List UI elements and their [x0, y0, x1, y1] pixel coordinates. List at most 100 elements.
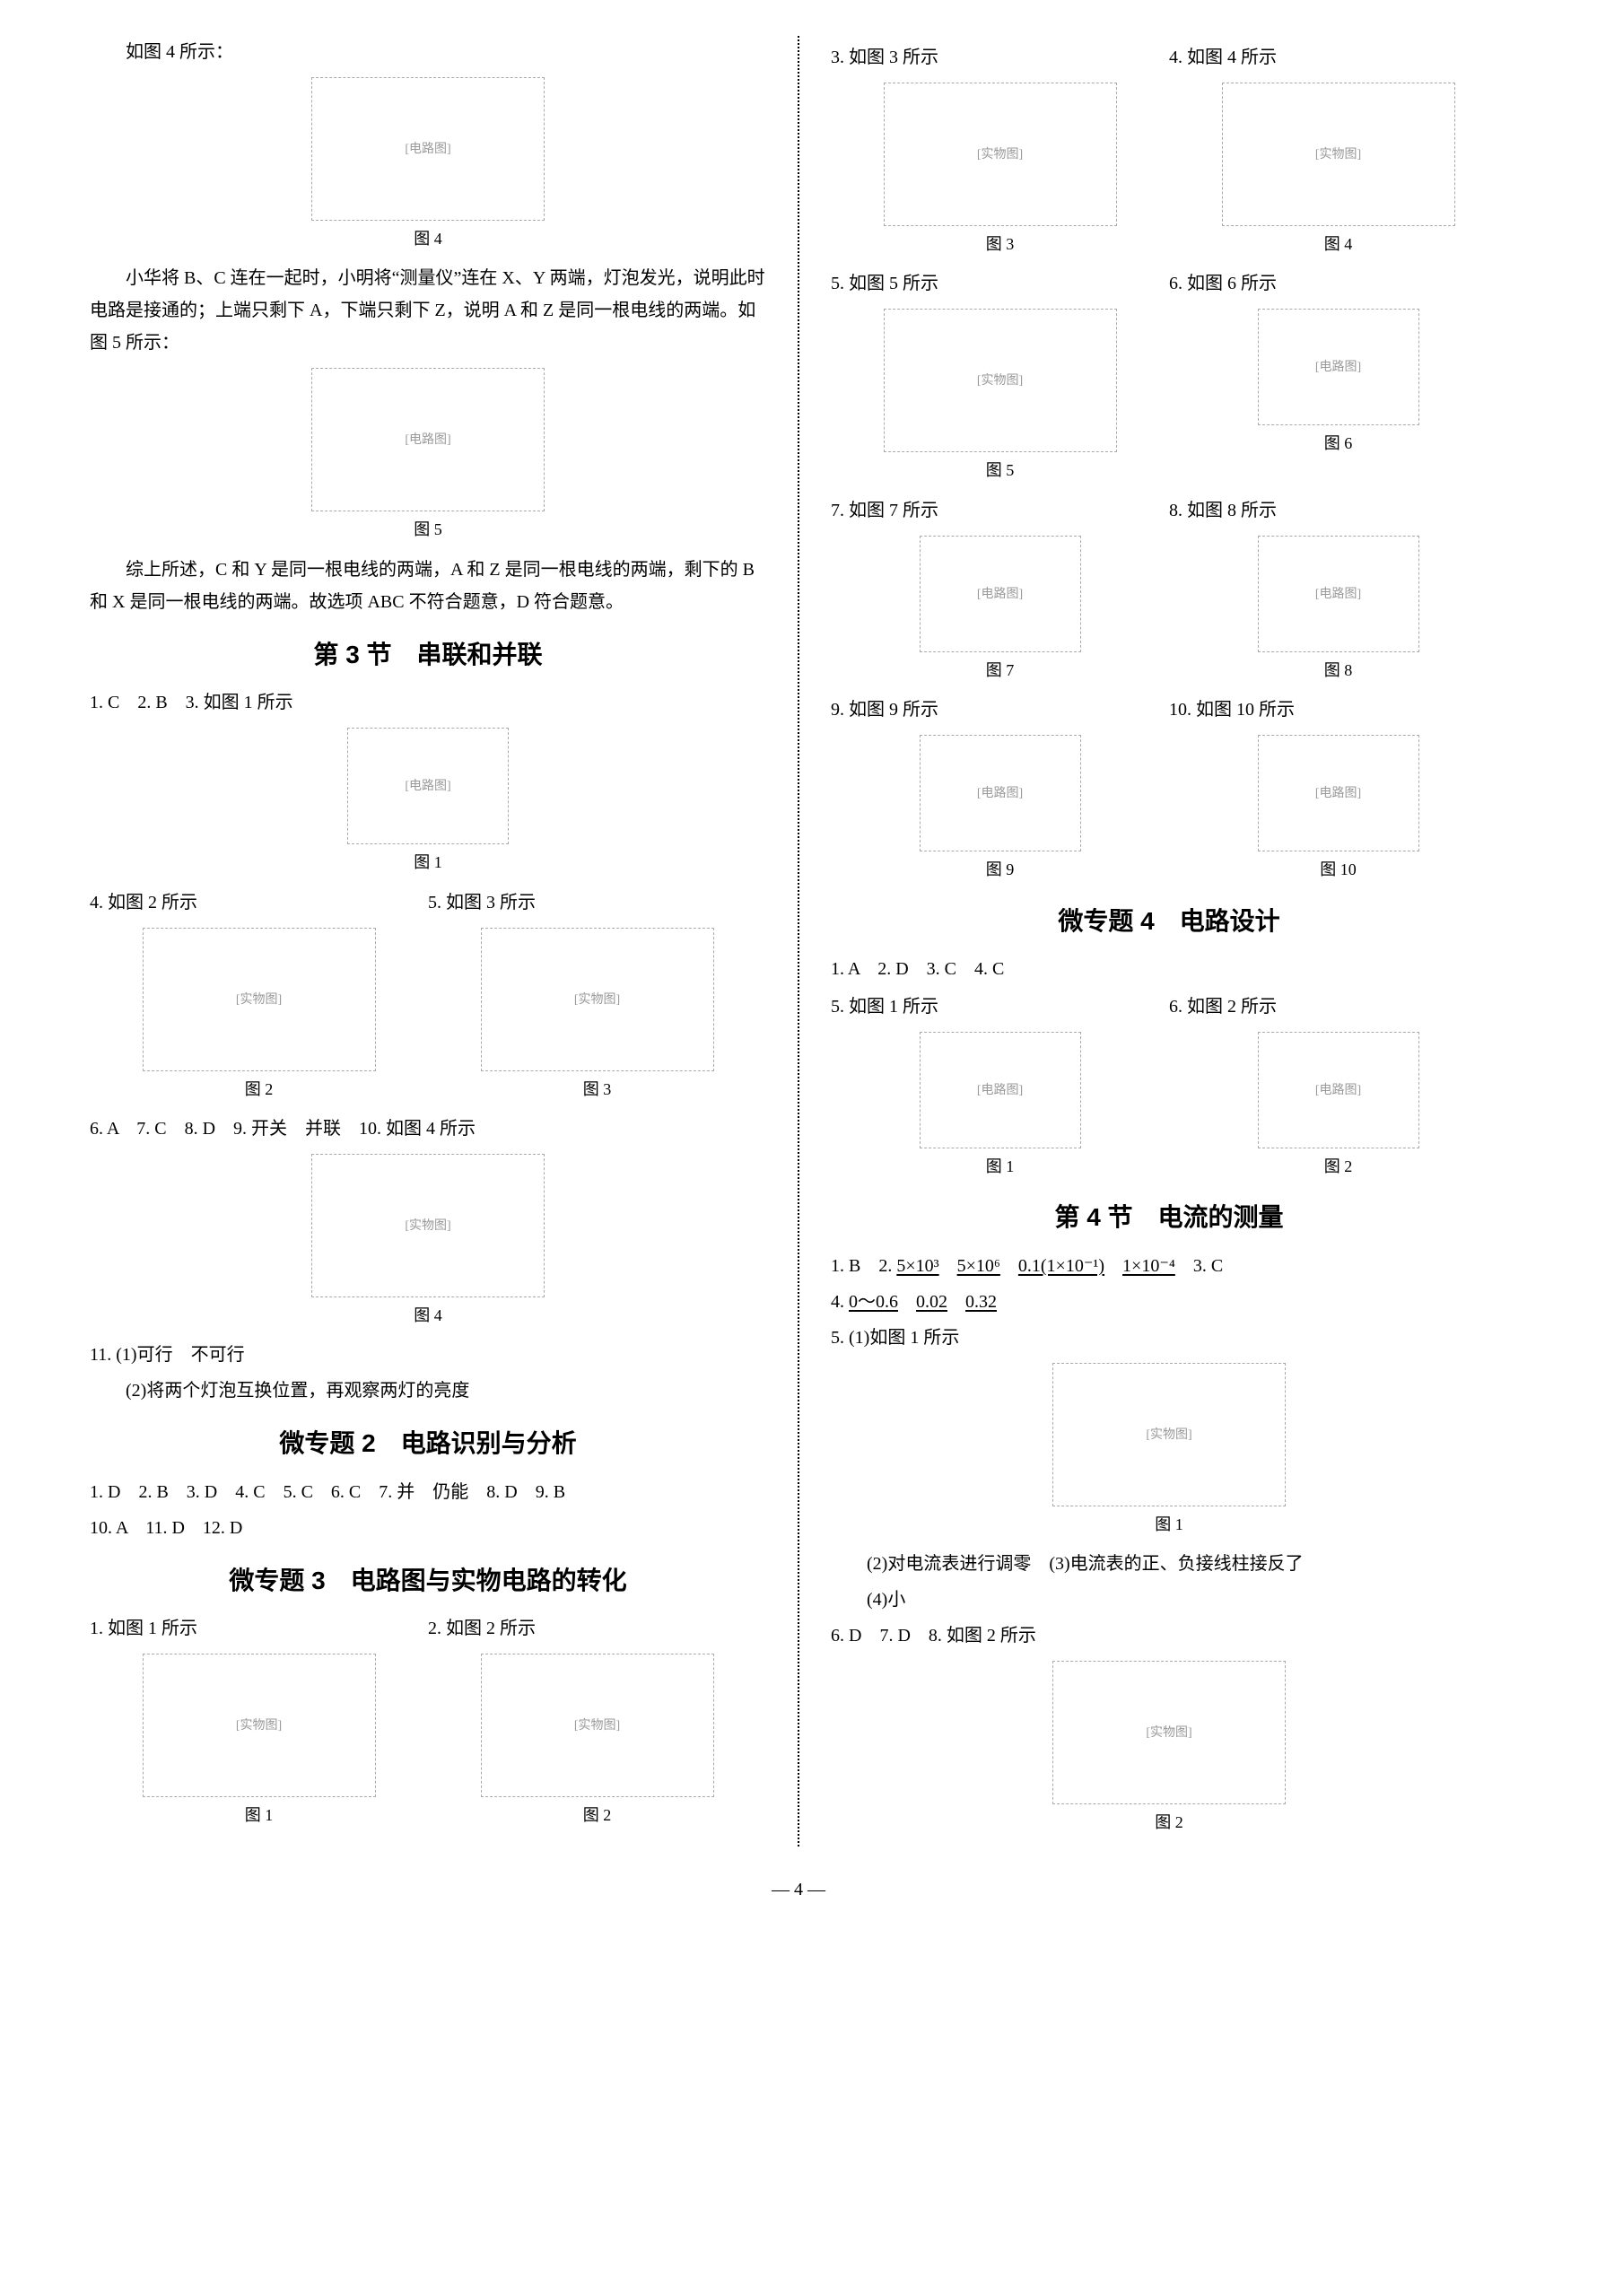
r-q10: 10. 如图 10 所示: [1169, 694, 1507, 726]
figure-4-block: [电路图] 图 4: [90, 77, 766, 253]
m3-fig1-label: 图 1: [90, 1801, 428, 1829]
s4-ans2-prefix: 4.: [831, 1292, 849, 1312]
s3-fig1-label: 图 1: [90, 848, 766, 877]
s3-figure-1-block: [电路图] 图 1: [90, 728, 766, 877]
s4-q5-4: (4)小: [831, 1584, 1507, 1616]
r-q7: 7. 如图 7 所示: [831, 494, 1169, 527]
s4-ans1-u2: 5×10⁶: [957, 1256, 1000, 1276]
s4-sep: [947, 1292, 965, 1312]
s4-sep: [1000, 1256, 1018, 1276]
m3-q1: 1. 如图 1 所示: [90, 1612, 428, 1645]
r-figure-5: [实物图]: [884, 309, 1117, 452]
s4-answer-2: 4. 0～0.6 0.02 0.32: [831, 1286, 1507, 1318]
figure-4-diagram: [电路图]: [311, 77, 545, 221]
r-fig9-label: 图 9: [831, 855, 1169, 884]
s4-ans1-u4: 1×10⁻⁴: [1122, 1256, 1175, 1276]
r-q4: 4. 如图 4 所示: [1169, 41, 1507, 74]
s3-q5: 5. 如图 3 所示: [428, 886, 766, 919]
column-divider: [798, 36, 799, 1846]
r-row-4: 9. 如图 9 所示 10. 如图 10 所示: [831, 694, 1507, 726]
left-column: 如图 4 所示： [电路图] 图 4 小华将 B、C 连在一起时，小明将“测量仪…: [90, 36, 766, 1846]
r-fig10-label: 图 10: [1169, 855, 1507, 884]
r-q6: 6. 如图 6 所示: [1169, 267, 1507, 300]
s3-row-2: 4. 如图 2 所示 5. 如图 3 所示: [90, 886, 766, 919]
s4-fig2-label: 图 2: [831, 1808, 1507, 1837]
m4-figure-pair-12: [电路图] 图 1 [电路图] 图 2: [831, 1032, 1507, 1181]
r-q5: 5. 如图 5 所示: [831, 267, 1169, 300]
s4-figure-1: [实物图]: [1052, 1363, 1286, 1506]
r-figure-8: [电路图]: [1258, 536, 1419, 652]
r-fig5-label: 图 5: [831, 456, 1169, 485]
s4-ans1-u3: 0.1(1×10⁻¹): [1018, 1256, 1104, 1276]
m4-answer-1: 1. A 2. D 3. C 4. C: [831, 953, 1507, 985]
m4-figure-2: [电路图]: [1258, 1032, 1419, 1148]
right-column: 3. 如图 3 所示 4. 如图 4 所示 [实物图] 图 3 [实物图] 图 …: [831, 36, 1507, 1846]
s4-sep: [939, 1256, 957, 1276]
intro-text-1: 如图 4 所示：: [90, 36, 766, 68]
s4-sep: [1104, 1256, 1122, 1276]
r-fig6-label: 图 6: [1169, 429, 1507, 458]
r-row-3: 7. 如图 7 所示 8. 如图 8 所示: [831, 494, 1507, 527]
r-figure-10: [电路图]: [1258, 735, 1419, 851]
s4-figure-1-block: [实物图] 图 1: [831, 1363, 1507, 1539]
para-2: 小华将 B、C 连在一起时，小明将“测量仪”连在 X、Y 两端，灯泡发光，说明此…: [90, 262, 766, 359]
s4-q5-1: 5. (1)如图 1 所示: [831, 1322, 1507, 1354]
r-q3: 3. 如图 3 所示: [831, 41, 1169, 74]
m3-q2: 2. 如图 2 所示: [428, 1612, 766, 1645]
s3-figure-1: [电路图]: [347, 728, 509, 844]
m3-figure-pair-12: [实物图] 图 1 [实物图] 图 2: [90, 1654, 766, 1829]
m2-answer-2: 10. A 11. D 12. D: [90, 1512, 766, 1544]
s4-q5-2: (2)对电流表进行调零 (3)电流表的正、负接线柱接反了: [831, 1548, 1507, 1580]
page-number: — 4 —: [90, 1873, 1507, 1906]
r-fig4-label: 图 4: [1169, 230, 1507, 258]
micro3-title: 微专题 3 电路图与实物电路的转化: [90, 1558, 766, 1603]
m4-figure-1: [电路图]: [920, 1032, 1081, 1148]
s3-fig4b-label: 图 4: [90, 1301, 766, 1330]
m4-fig2-label: 图 2: [1169, 1152, 1507, 1181]
s3-q11-1: 11. (1)可行 不可行: [90, 1339, 766, 1371]
s3-figure-4b: [实物图]: [311, 1154, 545, 1297]
m3-fig2-label: 图 2: [428, 1801, 766, 1829]
r-fig8-label: 图 8: [1169, 656, 1507, 685]
s4-figure-2-block: [实物图] 图 2: [831, 1661, 1507, 1837]
s4-ans2-u1: 0～0.6: [849, 1292, 898, 1312]
figure-5-diagram: [电路图]: [311, 368, 545, 511]
r-q8: 8. 如图 8 所示: [1169, 494, 1507, 527]
r-figure-pair-34: [实物图] 图 3 [实物图] 图 4: [831, 83, 1507, 258]
r-figure-7: [电路图]: [920, 536, 1081, 652]
r-row-2: 5. 如图 5 所示 6. 如图 6 所示: [831, 267, 1507, 300]
s4-ans2-u2: 0.02: [916, 1292, 947, 1312]
s4-figure-2: [实物图]: [1052, 1661, 1286, 1804]
m4-q5: 5. 如图 1 所示: [831, 991, 1169, 1023]
s4-ans2-u3: 0.32: [965, 1292, 997, 1312]
s4-ans1-prefix: 1. B 2.: [831, 1256, 896, 1276]
r-figure-9: [电路图]: [920, 735, 1081, 851]
figure-5-block: [电路图] 图 5: [90, 368, 766, 544]
r-fig7-label: 图 7: [831, 656, 1169, 685]
s3-answer-6: 6. A 7. C 8. D 9. 开关 并联 10. 如图 4 所示: [90, 1113, 766, 1145]
m3-figure-1: [实物图]: [143, 1654, 376, 1797]
micro2-title: 微专题 2 电路识别与分析: [90, 1421, 766, 1466]
s3-answer-1: 1. C 2. B 3. 如图 1 所示: [90, 686, 766, 719]
r-figure-pair-56: [实物图] 图 5 [电路图] 图 6: [831, 309, 1507, 485]
r-q9: 9. 如图 9 所示: [831, 694, 1169, 726]
r-figure-pair-910: [电路图] 图 9 [电路图] 图 10: [831, 735, 1507, 884]
s3-fig3-label: 图 3: [428, 1075, 766, 1104]
s4-answer-6: 6. D 7. D 8. 如图 2 所示: [831, 1619, 1507, 1652]
m4-fig1-label: 图 1: [831, 1152, 1169, 1181]
r-figure-pair-78: [电路图] 图 7 [电路图] 图 8: [831, 536, 1507, 685]
s3-q11-2: (2)将两个灯泡互换位置，再观察两灯的亮度: [90, 1375, 766, 1407]
r-figure-4: [实物图]: [1222, 83, 1455, 226]
s4-ans1-u1: 5×10³: [896, 1256, 938, 1276]
micro4-title: 微专题 4 电路设计: [831, 899, 1507, 944]
s3-figure-2: [实物图]: [143, 928, 376, 1071]
r-figure-6: [电路图]: [1258, 309, 1419, 425]
s3-figure-4b-block: [实物图] 图 4: [90, 1154, 766, 1330]
s3-figure-3: [实物图]: [481, 928, 714, 1071]
m4-row-2: 5. 如图 1 所示 6. 如图 2 所示: [831, 991, 1507, 1023]
s4-sep: [898, 1292, 916, 1312]
s3-figure-pair-23: [实物图] 图 2 [实物图] 图 3: [90, 928, 766, 1104]
r-fig3-label: 图 3: [831, 230, 1169, 258]
section-3-title: 第 3 节 串联和并联: [90, 633, 766, 677]
s3-q4: 4. 如图 2 所示: [90, 886, 428, 919]
